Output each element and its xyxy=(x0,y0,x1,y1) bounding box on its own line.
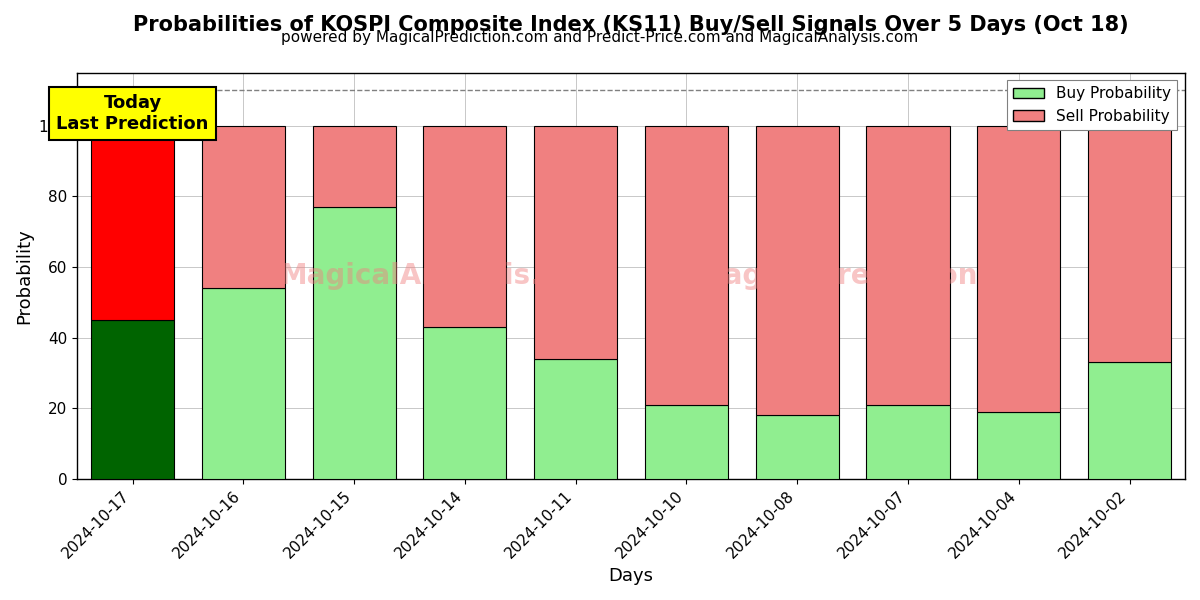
Text: MagicalAnalysis.com: MagicalAnalysis.com xyxy=(280,262,606,290)
Bar xyxy=(644,404,728,479)
Bar xyxy=(202,125,284,288)
Bar xyxy=(866,404,949,479)
Bar xyxy=(756,125,839,415)
Bar xyxy=(977,412,1061,479)
Text: MagicalPrediction.com: MagicalPrediction.com xyxy=(696,262,1054,290)
Bar xyxy=(1088,125,1171,362)
Bar xyxy=(91,125,174,320)
Bar xyxy=(424,327,506,479)
Legend: Buy Probability, Sell Probability: Buy Probability, Sell Probability xyxy=(1007,80,1177,130)
X-axis label: Days: Days xyxy=(608,567,654,585)
Y-axis label: Probability: Probability xyxy=(14,228,32,323)
Bar xyxy=(1088,362,1171,479)
Text: Today
Last Prediction: Today Last Prediction xyxy=(56,94,209,133)
Bar xyxy=(312,207,396,479)
Bar xyxy=(866,125,949,404)
Bar xyxy=(312,125,396,207)
Bar xyxy=(756,415,839,479)
Bar xyxy=(534,359,617,479)
Text: powered by MagicalPrediction.com and Predict-Price.com and MagicalAnalysis.com: powered by MagicalPrediction.com and Pre… xyxy=(281,29,919,45)
Bar xyxy=(202,288,284,479)
Bar xyxy=(424,125,506,327)
Bar xyxy=(644,125,728,404)
Title: Probabilities of KOSPI Composite Index (KS11) Buy/Sell Signals Over 5 Days (Oct : Probabilities of KOSPI Composite Index (… xyxy=(133,15,1129,35)
Bar xyxy=(91,320,174,479)
Bar xyxy=(534,125,617,359)
Bar xyxy=(977,125,1061,412)
